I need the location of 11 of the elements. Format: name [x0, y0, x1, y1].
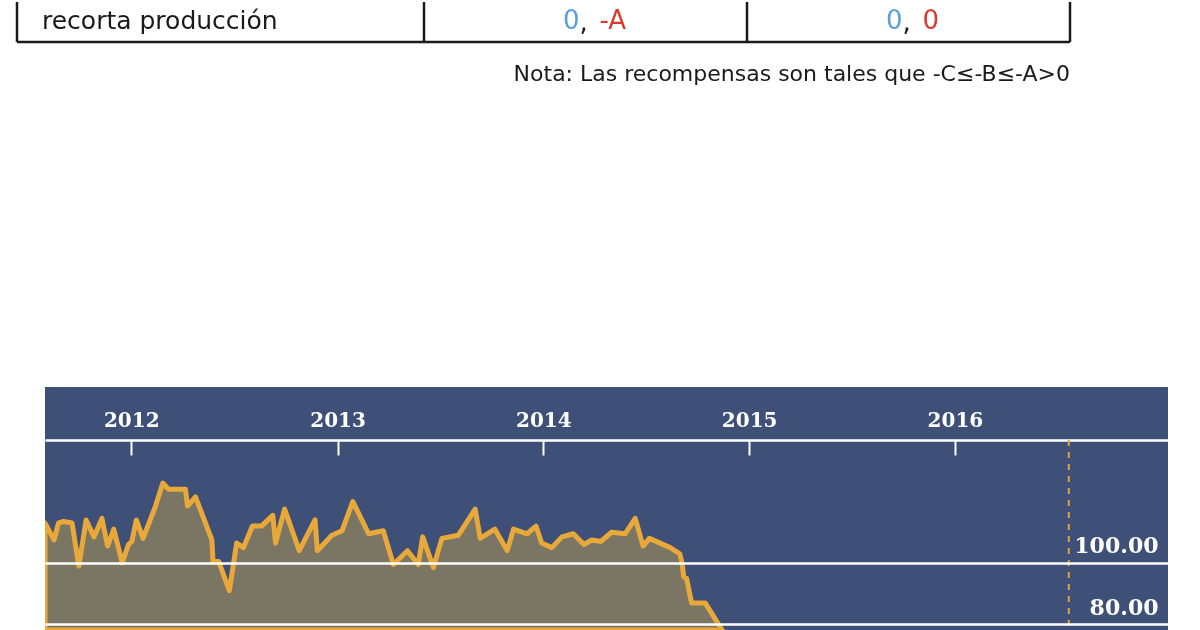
category-label: recorta producción — [42, 6, 278, 35]
text: 0, -A — [562, 5, 627, 37]
x-tick-label: 2012 — [103, 407, 160, 432]
text: 0, 0 — [885, 5, 940, 37]
x-tick-label: 2013 — [310, 407, 366, 432]
y-tick-label: 100.00 — [1074, 532, 1159, 559]
text: Nota: Las recompensas son tales que -C≤-B≤-A>0 — [513, 61, 1070, 86]
x-tick-label: 2015 — [721, 407, 778, 432]
x-tick-label: 2016 — [927, 407, 984, 432]
y-tick-label: 80.00 — [1089, 593, 1159, 620]
x-tick-label: 2014 — [516, 407, 572, 432]
